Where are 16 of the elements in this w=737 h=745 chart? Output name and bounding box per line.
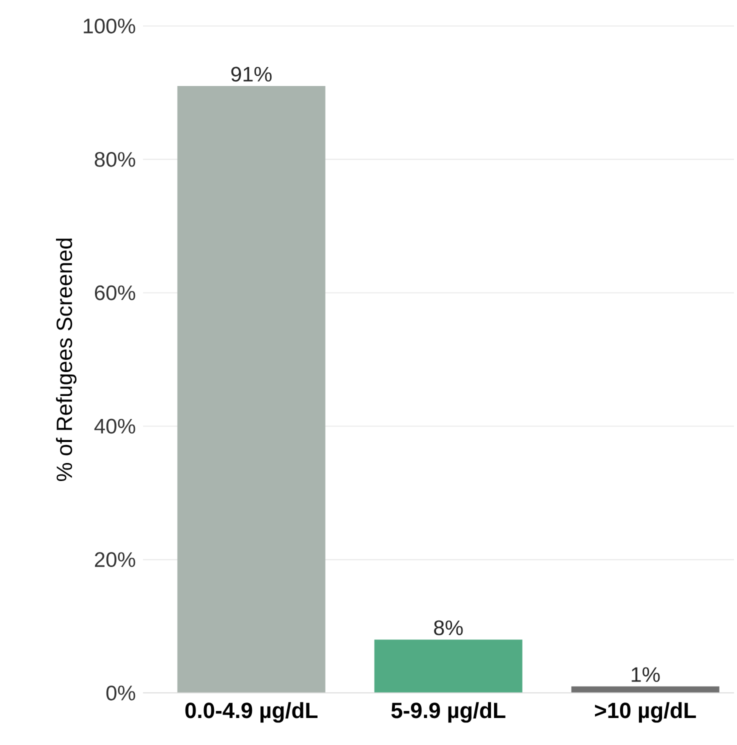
bar — [177, 86, 326, 693]
y-tick-label: 20% — [94, 552, 136, 568]
y-tick-label: 100% — [84, 18, 136, 34]
y-tick-label: 0% — [106, 686, 136, 700]
y-tick-label: 80% — [94, 152, 136, 167]
y-tick-label: 40% — [94, 418, 136, 434]
x-tick-label: >10 µg/dL — [594, 702, 696, 723]
data-label: 91% — [231, 66, 272, 82]
data-label: 8% — [434, 620, 463, 636]
data-label: 1% — [632, 667, 660, 682]
bar — [571, 686, 720, 693]
y-axis-title: % of Refugees Screened — [56, 238, 76, 482]
x-tick-label: 0.0-4.9 µg/dL — [185, 702, 318, 723]
bar — [374, 640, 522, 693]
y-tick-label: 60% — [94, 285, 136, 300]
x-tick-label: 5-9.9 µg/dL — [391, 702, 506, 723]
